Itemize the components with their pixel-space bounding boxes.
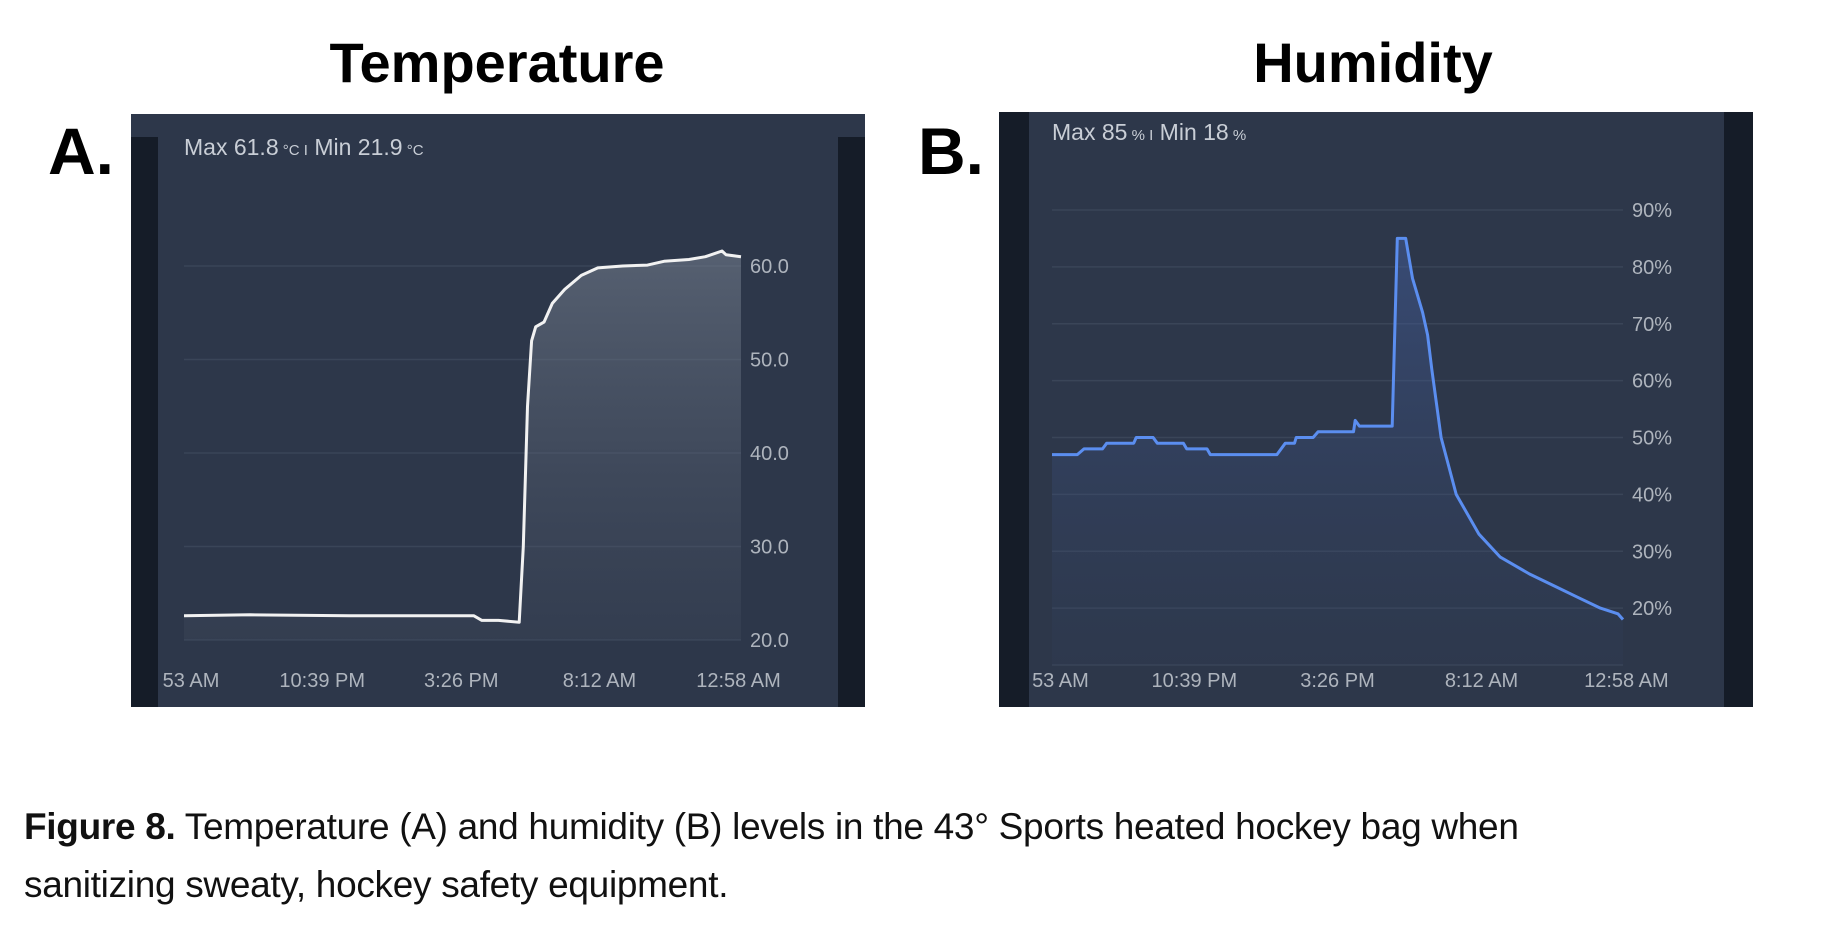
- humidity-y-tick-label: 20%: [1632, 598, 1672, 620]
- panel-label-b: B.: [918, 114, 984, 188]
- temperature-title: Temperature: [329, 31, 664, 94]
- humidity-y-tick-label: 50%: [1632, 428, 1672, 450]
- humidity-area-fill: [1052, 238, 1623, 665]
- humidity-y-tick-label: 30%: [1632, 541, 1672, 563]
- temperature-y-tick-label: 30.0: [750, 537, 789, 559]
- humidity-x-tick-label: 3:26 PM: [1300, 670, 1374, 692]
- humidity-right-edge-strip: [1724, 112, 1753, 707]
- figure-caption-label: Figure 8.: [24, 806, 176, 847]
- humidity-chart: 20% 30% 40% 50% 60% 70% 80% 90% 53 AM 10:39 PM 3:2…: [999, 112, 1753, 707]
- temperature-chart: 20.0 30.0 40.0 50.0 60.0 53 AM 10:39 PM 3:26 PM…: [131, 114, 865, 707]
- temperature-y-tick-label: 60.0: [750, 256, 789, 278]
- humidity-y-tick-label: 60%: [1632, 371, 1672, 393]
- temperature-x-tick-label: 10:39 PM: [279, 670, 365, 692]
- temperature-area-fill: [184, 251, 741, 640]
- figure-caption-line-1: Figure 8. Temperature (A) and humidity (…: [24, 806, 1519, 848]
- humidity-y-tick-label: 70%: [1632, 314, 1672, 336]
- temperature-x-tick-label: 8:12 AM: [563, 670, 636, 692]
- figure-caption-text: Temperature (A) and humidity (B) levels …: [175, 806, 1519, 847]
- humidity-x-tick-label: 12:58 AM: [1584, 670, 1669, 692]
- figure-caption-line-2: sanitizing sweaty, hockey safety equipme…: [24, 864, 729, 905]
- humidity-x-tick-label: 8:12 AM: [1445, 670, 1518, 692]
- temperature-y-tick-label: 40.0: [750, 443, 789, 465]
- temperature-x-tick-label: 53 AM: [163, 670, 220, 692]
- temperature-left-edge-strip: [131, 137, 158, 707]
- temperature-x-tick-label: 12:58 AM: [696, 670, 781, 692]
- temperature-panel-background: [131, 114, 865, 707]
- humidity-y-tick-label: 40%: [1632, 484, 1672, 506]
- humidity-y-tick-label: 90%: [1632, 200, 1672, 222]
- humidity-title: Humidity: [1253, 31, 1493, 94]
- humidity-y-tick-label: 80%: [1632, 257, 1672, 279]
- humidity-x-tick-label: 53 AM: [1032, 670, 1089, 692]
- humidity-x-tick-label: 10:39 PM: [1152, 670, 1238, 692]
- humidity-left-edge-strip: [999, 112, 1029, 707]
- temperature-max-min-stats: Max 61.8 °C I Min 21.9 °C: [184, 134, 424, 160]
- humidity-max-min-stats: Max 85 % I Min 18 %: [1052, 119, 1246, 145]
- temperature-series-line: [183, 249, 742, 624]
- temperature-y-tick-label: 50.0: [750, 350, 789, 372]
- humidity-series-line: [1052, 236, 1625, 621]
- temperature-x-tick-label: 3:26 PM: [424, 670, 498, 692]
- temperature-right-edge-strip: [838, 137, 865, 707]
- temperature-y-tick-label: 20.0: [750, 630, 789, 652]
- panel-label-a: A.: [48, 114, 114, 188]
